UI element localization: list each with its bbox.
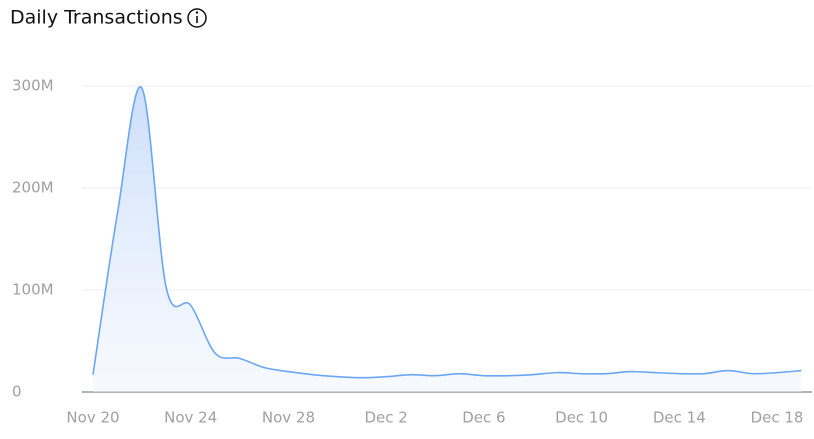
info-icon[interactable] [187,8,207,28]
y-tick-label: 200M [12,179,54,197]
y-tick-label: 300M [12,77,54,95]
area-fill [93,86,802,393]
x-tick-label: Nov 24 [164,409,217,427]
x-tick-label: Dec 10 [555,409,608,427]
chart-title: Daily Transactions [10,7,183,29]
x-tick-label: Dec 6 [462,409,505,427]
y-tick-label: 0 [12,383,22,401]
y-tick-label: 100M [12,281,54,299]
x-tick-label: Nov 28 [262,409,315,427]
x-tick-label: Dec 14 [653,409,706,427]
x-tick-label: Dec 18 [751,409,804,427]
area-line [92,86,802,379]
x-tick-label: Dec 2 [364,409,407,427]
x-tick-label: Nov 20 [66,409,119,427]
